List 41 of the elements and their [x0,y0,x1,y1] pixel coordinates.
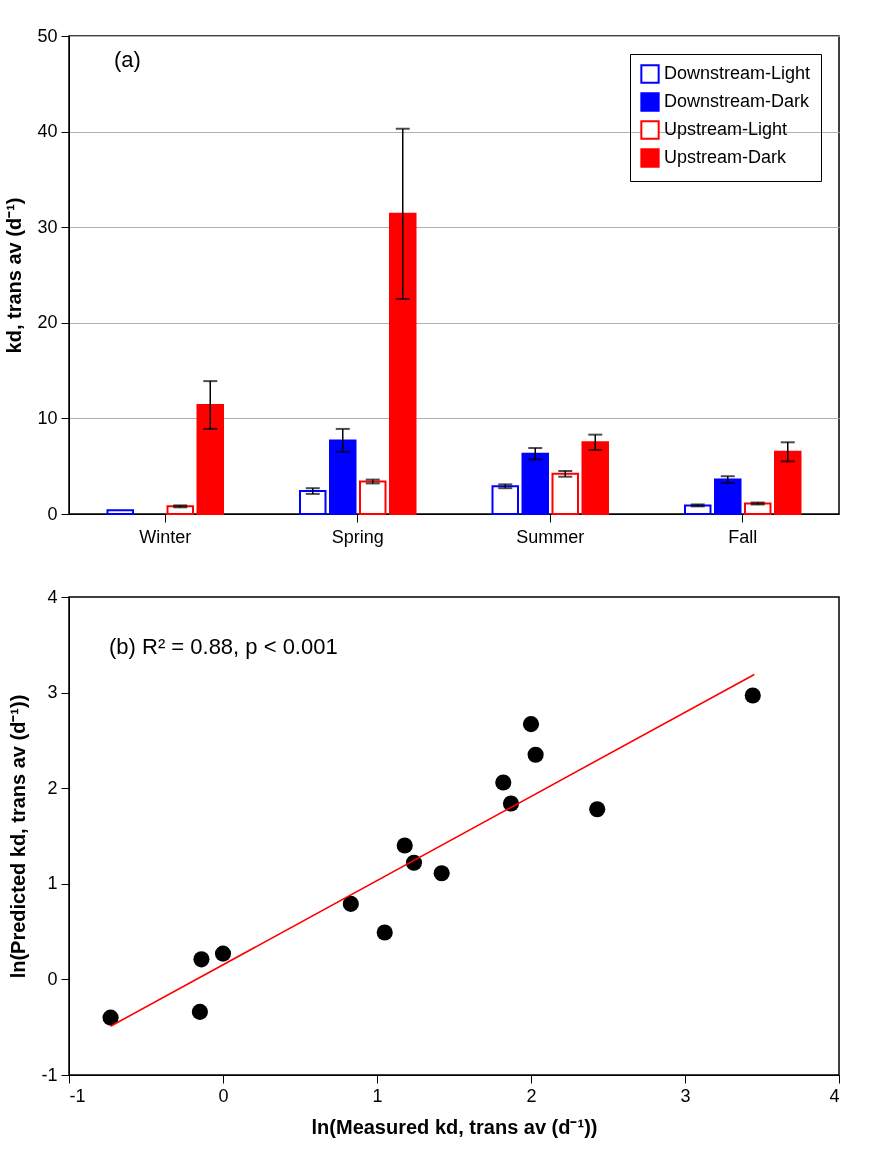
y-tick-label: 30 [37,216,58,237]
x-axis-title: ln(Measured kd, trans av (d⁻¹)) [311,1115,598,1138]
legend-label: Upstream-Dark [664,147,788,167]
legend-label: Downstream-Dark [664,91,811,111]
bar [774,450,802,515]
legend-label: Downstream-Light [664,63,811,83]
bar [581,441,609,515]
x-tick-label: Spring [331,526,384,547]
y-tick-label: 2 [47,777,58,798]
x-tick-label: 2 [526,1085,537,1106]
bar [359,480,387,515]
x-tick-label: 4 [829,1085,840,1106]
y-axis-title: kd, trans av (d⁻¹) [3,197,26,354]
bar [329,439,357,515]
x-tick-label: Summer [516,526,585,547]
x-tick-label: 3 [680,1085,691,1106]
bar [196,404,224,515]
annotation: (a) [114,47,141,72]
y-tick-label: 3 [47,682,58,703]
annotation: (b) R² = 0.88, p < 0.001 [109,634,338,659]
bar [491,485,519,515]
legend-label: Upstream-Light [664,119,788,139]
y-tick-label: 0 [47,503,58,524]
y-tick-label: 4 [47,586,58,607]
y-tick-label: 0 [47,968,58,989]
x-tick-label: -1 [69,1085,86,1106]
bar [389,212,417,515]
x-tick-label: 0 [218,1085,229,1106]
y-axis-title: ln(Predicted kd, trans av (d⁻¹)) [7,694,30,979]
x-tick-label: Fall [728,526,758,547]
y-tick-label: -1 [41,1064,58,1085]
x-tick-label: Winter [139,526,192,547]
bar [106,509,134,515]
y-tick-label: 10 [37,407,58,428]
y-tick-label: 50 [37,25,58,46]
bar [551,472,579,515]
bar [744,502,772,515]
y-tick-label: 40 [37,121,58,142]
y-tick-label: 20 [37,312,58,333]
y-tick-label: 1 [47,873,58,894]
x-tick-label: 1 [372,1085,383,1106]
